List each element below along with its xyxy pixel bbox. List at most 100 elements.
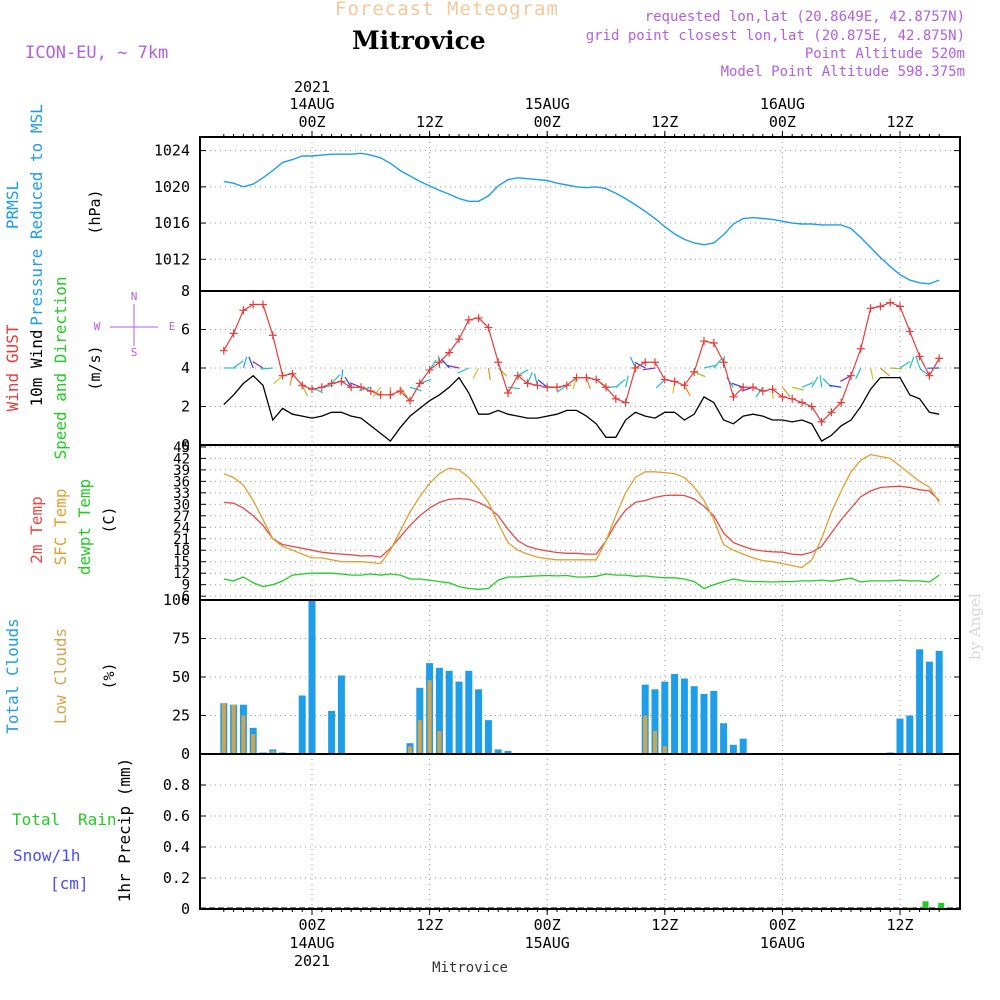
total-cloud-bar — [935, 650, 943, 754]
wind-direction-arrow — [811, 376, 819, 388]
pressure-label-prmsl: PRMSL — [3, 181, 22, 229]
wind-gust-marker — [386, 390, 395, 399]
axis-labels: 00Z14AUG00Z14AUG12Z12Z00Z15AUG00Z15AUG12… — [3, 78, 914, 976]
low-cloud-bar — [408, 746, 412, 754]
y-tick-label: 30 — [173, 497, 190, 513]
wind-gust-marker — [494, 358, 503, 367]
low-cloud-bar — [417, 720, 422, 754]
wind-direction-arrow — [233, 360, 244, 369]
wind-gust-marker — [915, 352, 924, 361]
wind-direction-arrow — [643, 367, 656, 371]
low-cloud-bar — [662, 746, 667, 754]
y-tick-label: 4 — [181, 359, 190, 377]
y-tick-label: 42 — [173, 451, 190, 467]
total-cloud-bar — [925, 661, 933, 754]
panel-frame — [199, 136, 961, 292]
wind-direction-arrow — [855, 367, 862, 380]
wind-direction-arrow — [517, 369, 529, 377]
bottom-time-label: 12Z — [886, 916, 913, 934]
wind-gust-marker — [239, 306, 248, 315]
model-point-altitude: Model Point Altitude 598.375m — [720, 64, 965, 80]
bottom-time-label: 12Z — [651, 916, 678, 934]
wind-gust-marker — [856, 344, 865, 353]
wind-direction-arrow — [840, 375, 852, 382]
cloud-total-label: Total Clouds — [3, 618, 22, 734]
y-tick-label: 0 — [181, 436, 190, 454]
compass-e-label: E — [169, 320, 176, 333]
wind-direction-arrow — [899, 360, 911, 369]
wind-direction-arrow — [801, 382, 814, 388]
wind-gust-marker — [817, 417, 826, 426]
wind-unit-label: (m/s) — [86, 345, 104, 390]
wind-direction-arrow — [507, 386, 520, 390]
data-marks — [200, 152, 960, 910]
wind-gust-marker — [562, 381, 571, 390]
precip-axis-label: 1hr Precip (mm) — [115, 758, 134, 903]
wind-direction-arrow — [301, 385, 309, 397]
pressure-label-msl: Pressure Reduced to MSL — [27, 104, 46, 326]
low-cloud-bar — [251, 734, 256, 754]
panel-frame — [199, 753, 961, 910]
temp-unit-label: (C) — [100, 506, 118, 533]
y-tick-label: 0.4 — [163, 838, 190, 856]
wind-gust-marker — [690, 367, 699, 376]
wind-direction-arrow — [497, 367, 508, 377]
precip-rain-label: Rain — [78, 810, 117, 829]
wind-gust-marker — [298, 381, 307, 390]
low-cloud-bar — [231, 704, 236, 754]
wind-gust-marker — [837, 398, 846, 407]
wind-gust-marker — [229, 329, 238, 338]
wind-direction-arrow — [248, 356, 254, 369]
total-cloud-bar — [739, 738, 747, 754]
top-time-label: 00Z — [298, 113, 325, 131]
y-tick-label: 6 — [181, 321, 190, 339]
y-tick-label: 100 — [163, 591, 190, 609]
low-cloud-bar — [653, 730, 657, 754]
total-cloud-bar — [916, 649, 924, 754]
bottom-time-label: 12Z — [416, 916, 443, 934]
y-tick-label: 50 — [172, 668, 190, 686]
wind-direction-arrow — [447, 364, 460, 369]
wind-speed-line — [223, 374, 940, 443]
wind-direction-arrow — [331, 374, 341, 384]
wind-direction-arrow — [372, 386, 382, 398]
wind-gust-marker — [317, 383, 326, 392]
wind-direction-arrow — [440, 358, 450, 369]
wind-direction-arrow — [585, 377, 591, 390]
wind-gust-marker — [896, 302, 904, 311]
total-cloud-bar — [475, 689, 483, 754]
wind-direction-arrow — [693, 371, 706, 378]
wind-gust-marker — [543, 383, 552, 392]
wind-gust-marker — [680, 381, 689, 390]
meteogram-title: Forecast Meteogram — [335, 0, 559, 20]
total-cloud-bar — [906, 715, 914, 754]
wind-direction-arrow — [819, 375, 823, 388]
low-cloud-bar — [437, 730, 442, 754]
compass-w-label: W — [94, 320, 101, 333]
wind-direction-arrow — [703, 364, 716, 369]
wind-gust-marker — [415, 379, 424, 388]
total-cloud-bar — [435, 667, 443, 754]
wind-gust-marker — [484, 323, 493, 332]
wind-gust-marker — [631, 364, 640, 372]
total-cloud-bar — [298, 695, 306, 754]
y-tick-label: 1020 — [154, 178, 190, 196]
y-tick-label: 0.6 — [163, 807, 190, 825]
wind-gust-marker — [278, 371, 287, 380]
wind-gust-line — [223, 301, 940, 423]
wind-gust-marker — [651, 358, 659, 367]
wind-gust-marker — [660, 375, 669, 384]
y-tick-label: 18 — [173, 543, 190, 559]
wind-gust-marker — [582, 373, 591, 382]
y-tick-label: 33 — [173, 486, 190, 502]
wind-direction-arrow — [242, 356, 248, 369]
wind-gust-marker — [886, 298, 895, 307]
wind-direction-arrow — [870, 367, 874, 380]
y-tick-label: 75 — [172, 630, 190, 648]
wind-direction-arrow — [527, 372, 533, 384]
precip-snow-unit-label: [cm] — [50, 874, 89, 893]
wind-gust-marker — [905, 327, 914, 336]
wind-direction-arrow — [409, 386, 422, 392]
wind-gust-marker — [807, 402, 816, 411]
wind-gust-marker — [288, 369, 297, 378]
